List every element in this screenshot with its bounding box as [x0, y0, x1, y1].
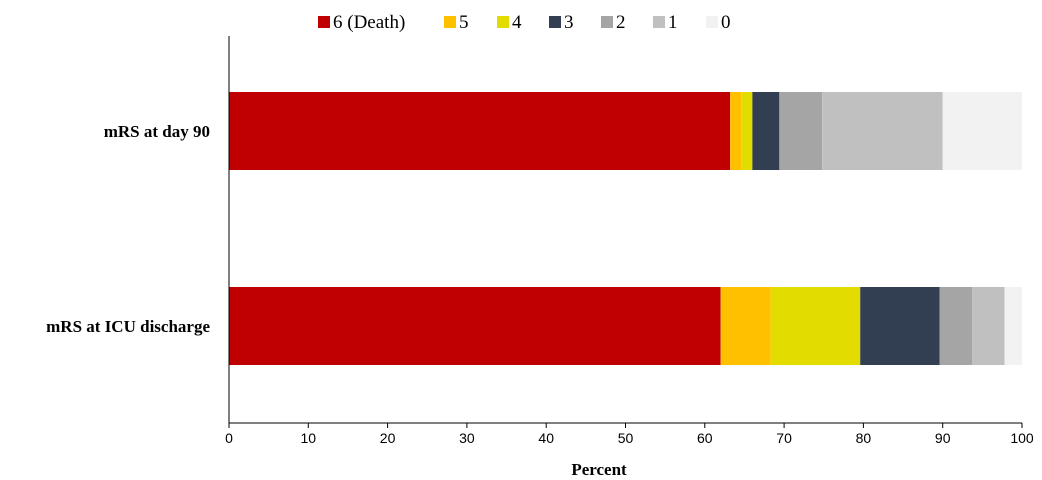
bar-segment [741, 92, 753, 170]
x-tick-label: 60 [697, 430, 713, 446]
bar-segment [972, 287, 1005, 365]
legend-swatch [444, 16, 456, 28]
bar-segment [770, 287, 861, 365]
legend-label: 2 [616, 12, 626, 33]
legend-label: 5 [459, 12, 469, 33]
x-tick-label: 100 [1010, 430, 1034, 446]
x-tick-label: 0 [225, 430, 233, 446]
category-labels: mRS at day 90 mRS at ICU discharge [46, 122, 210, 336]
x-tick-label: 70 [776, 430, 792, 446]
x-tick-label: 90 [935, 430, 951, 446]
x-tick-label: 30 [459, 430, 475, 446]
legend-label: 3 [564, 12, 574, 33]
category-label: mRS at ICU discharge [46, 317, 210, 336]
legend-swatch [706, 16, 718, 28]
legend-swatch [653, 16, 665, 28]
legend-swatch [318, 16, 330, 28]
x-tick-label: 40 [538, 430, 554, 446]
bar-segment [1004, 287, 1022, 365]
bar-segment [860, 287, 940, 365]
bar-segment [942, 92, 1022, 170]
bar-segment [822, 92, 943, 170]
bar-segment [779, 92, 823, 170]
x-tick-label: 80 [856, 430, 872, 446]
x-tick-label: 50 [618, 430, 634, 446]
legend-swatch [497, 16, 509, 28]
category-label: mRS at day 90 [104, 122, 210, 141]
bar-segment [229, 92, 731, 170]
legend-swatch [601, 16, 613, 28]
legend-swatch [549, 16, 561, 28]
bar-segment [939, 287, 973, 365]
x-tick-label: 20 [380, 430, 396, 446]
bars [229, 92, 1022, 365]
legend-label: 6 (Death) [333, 12, 405, 33]
bar-segment [229, 287, 721, 365]
legend-label: 1 [668, 12, 678, 33]
axes: 0 10 20 30 40 50 60 70 80 90 100 [225, 36, 1034, 446]
bar-segment [752, 92, 780, 170]
x-tick-label: 10 [301, 430, 317, 446]
legend-label: 4 [512, 12, 522, 33]
x-axis-title: Percent [571, 460, 627, 479]
bar-segment [720, 287, 771, 365]
legend: 6 (Death) 5 4 3 2 1 0 [318, 12, 731, 33]
bar-segment [730, 92, 742, 170]
legend-label: 0 [721, 12, 731, 33]
